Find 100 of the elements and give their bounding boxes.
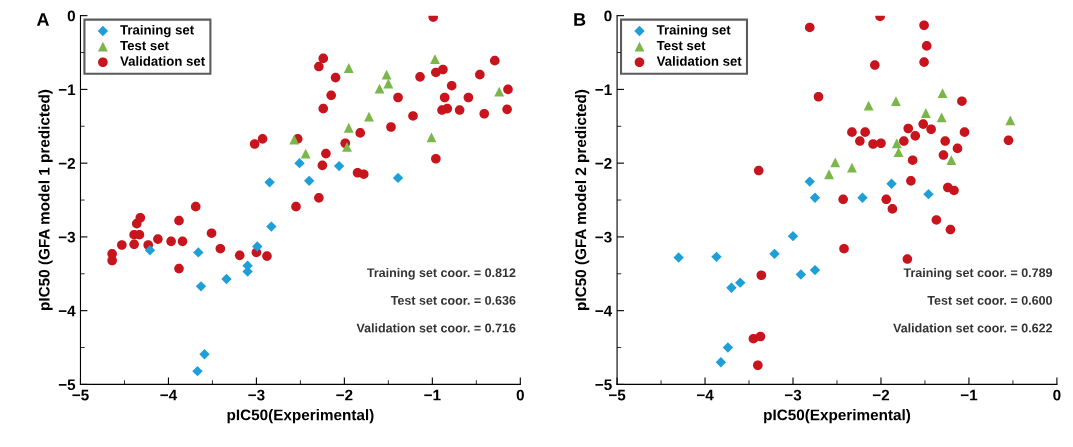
point: [1003, 135, 1014, 146]
point: [769, 248, 780, 260]
point: [300, 148, 311, 159]
point: [195, 281, 207, 292]
point: [314, 193, 324, 203]
y-tick-label: −4: [58, 305, 76, 317]
x-tick-label: 0: [1053, 389, 1061, 401]
y-tick-label: −2: [58, 158, 75, 169]
point: [317, 160, 328, 171]
point: [804, 176, 815, 187]
point: [926, 124, 936, 135]
legend-label: Training set: [120, 24, 194, 38]
point: [857, 192, 868, 204]
point: [503, 84, 513, 95]
point: [952, 143, 963, 154]
y-tick-label: −2: [595, 158, 612, 169]
point: [439, 92, 450, 103]
point: [393, 92, 403, 103]
annotation: Validation set coor. = 0.716: [356, 323, 516, 333]
point: [726, 282, 737, 293]
point: [891, 138, 902, 149]
point: [722, 342, 734, 353]
point: [881, 194, 892, 205]
point: [711, 251, 722, 263]
point: [863, 100, 874, 111]
point: [870, 60, 880, 70]
point: [215, 243, 226, 254]
point: [294, 157, 305, 169]
point: [910, 131, 921, 141]
point: [715, 357, 727, 368]
point: [860, 127, 870, 137]
point: [199, 348, 210, 360]
point: [333, 160, 345, 172]
x-tick-label: −3: [784, 389, 802, 401]
x-tick-label: −4: [160, 389, 178, 401]
point: [153, 234, 163, 244]
point: [494, 86, 505, 97]
point: [756, 270, 767, 281]
point: [343, 63, 354, 73]
point: [753, 165, 764, 176]
annotation: Test set coor. = 0.600: [927, 295, 1052, 305]
y-tick-label: −3: [595, 231, 612, 243]
point: [383, 78, 394, 89]
point: [314, 61, 324, 72]
legend-label: Training set: [656, 24, 731, 38]
point: [959, 127, 970, 137]
point: [355, 128, 366, 138]
x-tick-label: −5: [72, 389, 89, 401]
point: [813, 91, 824, 102]
point: [957, 96, 967, 107]
y-tick-label: −4: [595, 305, 613, 317]
point: [936, 112, 947, 123]
point: [876, 138, 886, 149]
point: [321, 148, 331, 159]
chart-title: B: [574, 13, 586, 26]
point: [475, 69, 485, 80]
point: [193, 247, 204, 258]
point: [824, 169, 834, 180]
point: [902, 254, 913, 264]
point: [1005, 115, 1016, 126]
legend-label: Validation set: [120, 56, 205, 66]
point: [891, 96, 901, 107]
point: [855, 136, 865, 146]
point: [940, 136, 950, 146]
point: [945, 224, 956, 235]
point: [386, 122, 396, 132]
point: [318, 53, 329, 64]
point: [919, 57, 929, 67]
point: [330, 72, 341, 83]
point: [907, 155, 918, 166]
point: [946, 155, 957, 166]
point: [129, 239, 139, 250]
point: [135, 212, 146, 223]
point: [192, 365, 203, 377]
point: [839, 243, 849, 254]
annotation: Training set coor. = 0.812: [367, 267, 516, 280]
point: [454, 105, 465, 115]
chart-title: A: [36, 13, 50, 26]
annotation: Validation set coor. = 0.622: [893, 323, 1053, 333]
point: [919, 20, 929, 31]
point: [899, 136, 909, 146]
y-axis-title: pIC50 (GFA model 1 predicted): [38, 89, 53, 310]
point: [252, 241, 263, 252]
legend-label: Test set: [120, 41, 169, 51]
point: [381, 69, 392, 80]
point: [266, 221, 277, 232]
point: [755, 331, 766, 342]
point: [442, 103, 453, 114]
point: [903, 123, 914, 134]
annotation: Test set coor. = 0.636: [390, 295, 516, 305]
x-tick-label: −4: [696, 389, 714, 401]
point: [838, 194, 848, 205]
point: [166, 236, 176, 247]
point: [830, 157, 841, 168]
legend-label: Validation set: [656, 56, 742, 66]
point: [753, 360, 763, 371]
point: [673, 252, 684, 263]
annotation: Training set coor. = 0.789: [903, 267, 1053, 280]
point: [920, 108, 931, 118]
point: [342, 142, 352, 152]
